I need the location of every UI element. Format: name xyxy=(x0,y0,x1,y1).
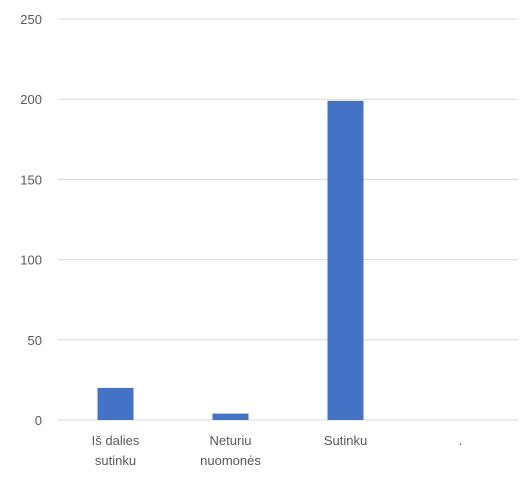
y-tick-label: 100 xyxy=(20,253,42,268)
gridlines xyxy=(58,18,518,421)
y-axis-tick-labels: 0 50 100 150 200 250 xyxy=(20,12,42,428)
y-tick-label: 50 xyxy=(28,333,42,348)
y-tick-label: 250 xyxy=(20,12,42,27)
x-category-label: . xyxy=(459,433,463,448)
x-category-label: sutinku xyxy=(95,453,136,468)
x-category-label: Neturiu xyxy=(210,433,252,448)
y-tick-label: 200 xyxy=(20,92,42,107)
bar-1 xyxy=(212,413,249,420)
y-tick-label: 0 xyxy=(35,413,42,428)
x-category-label: Sutinku xyxy=(324,433,367,448)
x-axis-category-labels: Iš dalies sutinku Neturiu nuomonės Sutinku. xyxy=(92,433,463,468)
x-category-label: nuomonės xyxy=(200,453,261,468)
y-tick-label: 150 xyxy=(20,172,42,187)
bars xyxy=(97,100,364,420)
x-category-label: Iš dalies xyxy=(92,433,140,448)
bar-2 xyxy=(327,100,364,420)
bar-0 xyxy=(97,387,134,420)
